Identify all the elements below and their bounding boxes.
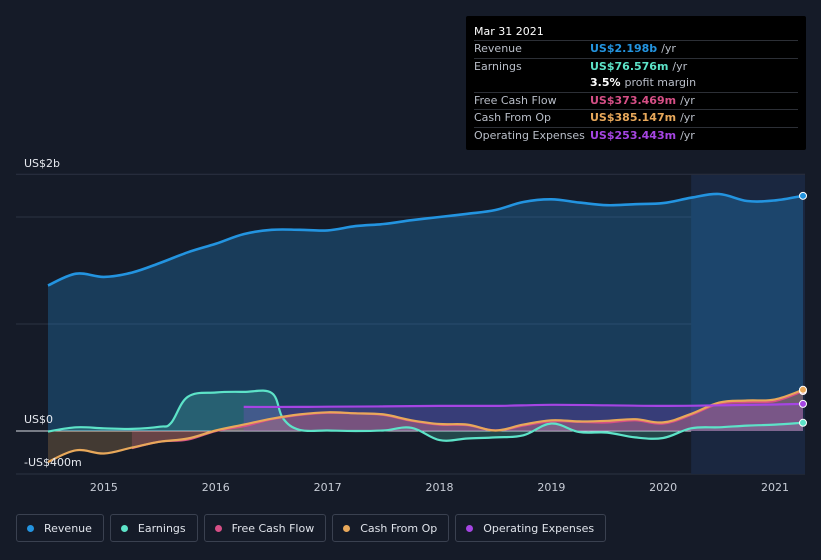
tooltip-value: US$385.147m — [590, 111, 677, 124]
tooltip-label: Revenue — [474, 42, 522, 55]
series-line-layer — [47, 192, 804, 464]
legend-dot-icon — [214, 524, 222, 532]
x-tick-labels: 2015 2016 2017 2018 2019 2020 2021 — [90, 481, 789, 494]
revenue-area — [48, 193, 803, 431]
y-label-top: US$2b — [24, 157, 60, 170]
data-tooltip: Mar 31 2021 Revenue US$2.198b /yr Earnin… — [466, 16, 806, 150]
x-tick-label: 2016 — [202, 481, 230, 494]
cash-from-op-area — [48, 389, 803, 462]
tooltip-value: US$76.576m — [590, 59, 669, 73]
legend-item-operating-expenses[interactable]: Operating Expenses — [455, 514, 607, 542]
tooltip-unit: /yr — [680, 93, 695, 107]
y-label-zero: US$0 — [24, 413, 53, 426]
tooltip-row-free-cash-flow: Free Cash Flow US$373.469m /yr — [474, 91, 798, 110]
legend-label: Cash From Op — [360, 521, 438, 535]
tooltip-value: US$2.198b — [590, 42, 658, 55]
tooltip-unit: profit margin — [624, 76, 697, 89]
tooltip-value: US$373.469m — [590, 93, 677, 107]
x-tick-label: 2021 — [761, 481, 789, 494]
x-tick-label: 2018 — [425, 481, 453, 494]
operating-expenses-endpoint — [799, 399, 807, 408]
legend-item-cash-from-op[interactable]: Cash From Op — [332, 514, 450, 542]
tooltip-label: Cash From Op — [474, 111, 552, 124]
tooltip-label: Earnings — [474, 59, 522, 73]
x-tick-label: 2017 — [314, 481, 342, 494]
y-label-bottom: -US$400m — [24, 456, 82, 469]
tooltip-unit: /yr — [680, 128, 695, 142]
legend-dot-icon — [343, 524, 351, 532]
endpoint-dot-layer — [799, 191, 807, 427]
legend-label: Earnings — [137, 521, 186, 535]
legend-label: Free Cash Flow — [231, 521, 315, 535]
tooltip-unit: /yr — [672, 59, 688, 73]
revenue-endpoint — [799, 191, 807, 200]
tooltip-row-profit-margin: 3.5% profit margin — [474, 75, 798, 92]
tooltip-row-cash-from-op: Cash From Op US$385.147m /yr — [474, 109, 798, 127]
tooltip-unit: /yr — [661, 42, 676, 55]
x-tick-label: 2019 — [537, 481, 565, 494]
grid-layer — [16, 173, 805, 475]
tooltip-row-operating-expenses: Operating Expenses US$253.443m /yr — [474, 126, 798, 145]
earnings-endpoint — [799, 418, 807, 427]
tooltip-row-revenue: Revenue US$2.198b /yr — [474, 40, 798, 58]
x-tick-label: 2015 — [90, 481, 118, 494]
chart-legend: Revenue Earnings Free Cash Flow Cash Fro… — [16, 514, 607, 542]
tooltip-value: US$253.443m — [590, 128, 677, 142]
tooltip-label — [474, 75, 590, 92]
tooltip-row-earnings: Earnings US$76.576m /yr — [474, 57, 798, 76]
tooltip-value: 3.5% — [590, 76, 621, 89]
legend-item-earnings[interactable]: Earnings — [109, 514, 198, 542]
tooltip-date: Mar 31 2021 — [474, 25, 544, 38]
x-tick-label: 2020 — [649, 481, 677, 494]
legend-label: Operating Expenses — [483, 521, 595, 535]
legend-label: Revenue — [44, 521, 92, 535]
legend-item-revenue[interactable]: Revenue — [16, 514, 104, 542]
legend-dot-icon — [120, 524, 128, 532]
revenue-line — [47, 192, 804, 287]
operating-expenses-line — [243, 402, 804, 409]
earnings-line — [47, 389, 804, 442]
tooltip-label: Free Cash Flow — [474, 93, 557, 107]
tooltip-label: Operating Expenses — [474, 128, 585, 142]
tooltip-unit: /yr — [680, 111, 695, 124]
legend-dot-icon — [466, 524, 474, 532]
cash-from-op-line — [47, 388, 804, 464]
legend-item-free-cash-flow[interactable]: Free Cash Flow — [203, 514, 327, 542]
legend-dot-icon — [27, 524, 34, 532]
cash-from-op-endpoint — [799, 385, 807, 394]
